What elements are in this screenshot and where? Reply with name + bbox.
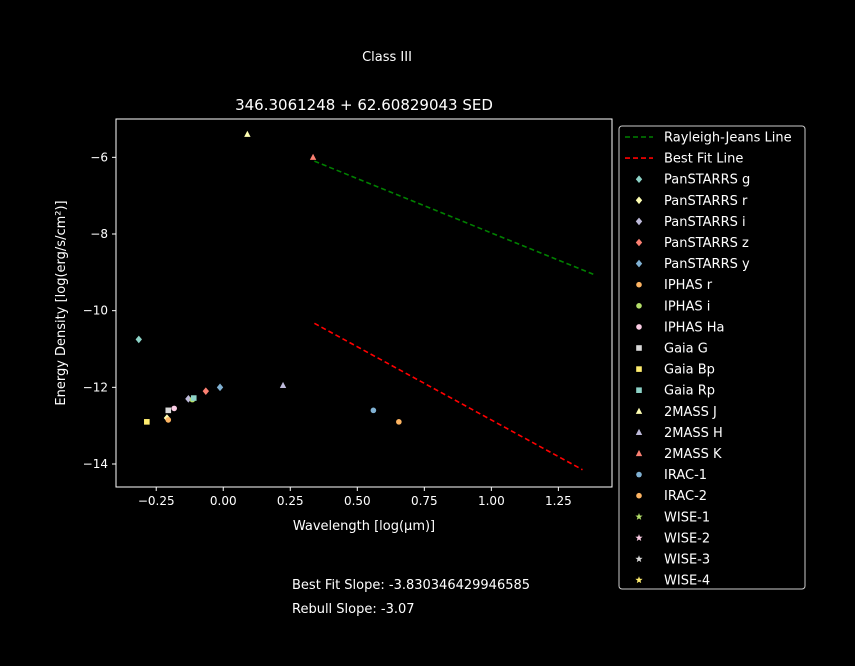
point-irac-1: [370, 407, 377, 414]
point-2mass-h: [279, 381, 287, 389]
legend-label-panstarrs-r: PanSTARRS r: [664, 194, 748, 209]
legend-label-iphas-r: IPHAS r: [664, 278, 713, 293]
point-irac-2: [396, 419, 402, 425]
point-iphas-ha: [171, 405, 177, 412]
legend-label-wise-3: WISE-3: [664, 553, 710, 568]
legend-label-wise-4: WISE-4: [664, 574, 710, 589]
legend-label-panstarrs-z: PanSTARRS z: [664, 236, 749, 251]
legend-marker-irac-1: [636, 471, 642, 478]
x-tick-label: 0.25: [277, 494, 304, 508]
point-2mass-k: [309, 153, 317, 160]
legend-label-2mass-k: 2MASS K: [664, 447, 722, 462]
legend-label-gaia-g: Gaia G: [664, 342, 708, 357]
legend-entries: Rayleigh-Jeans Line Best Fit Line PanSTARR…: [625, 131, 792, 589]
rayleigh-jeans-line: [314, 160, 594, 275]
legend-marker-iphas-ha: [636, 324, 642, 330]
y-axis: −14 −12 −10 −8 −6: [83, 150, 116, 471]
y-tick-label: −8: [90, 227, 108, 241]
legend-marker-2mass-h: [635, 428, 643, 435]
legend-marker-wise-3: [635, 555, 643, 563]
legend-marker-panstarrs-r: [635, 196, 643, 205]
legend-marker-2mass-j: [635, 407, 643, 414]
point-2mass-j: [244, 130, 251, 137]
legend-marker-iphas-r: [636, 281, 642, 288]
legend-label-gaia-bp: Gaia Bp: [664, 363, 715, 378]
y-tick-label: −10: [83, 304, 108, 318]
legend-marker-wise-4: [635, 576, 643, 584]
legend-box: [618, 125, 806, 590]
x-tick-label: 0.00: [210, 494, 237, 508]
legend-label-2mass-j: 2MASS J: [664, 405, 717, 420]
fit-lines: [314, 160, 594, 471]
rebull-slope-text: Rebull Slope: -3.07: [292, 602, 415, 617]
legend-marker-wise-2: [635, 534, 643, 541]
legend-marker-wise-1: [635, 513, 643, 520]
point-gaia-rp: [190, 395, 197, 401]
y-tick-label: −14: [83, 457, 108, 471]
legend-label-iphas-ha: IPHAS Ha: [664, 320, 724, 335]
legend-label-rayleigh-jeans-line: Rayleigh-Jeans Line: [664, 131, 792, 146]
legend-marker-panstarrs-y: [635, 259, 643, 268]
legend-marker-2mass-k: [635, 449, 643, 457]
legend-label-panstarrs-y: PanSTARRS y: [664, 257, 750, 272]
plot-area: [115, 118, 613, 488]
point-panstarrs-i: [185, 395, 192, 403]
legend-marker-panstarrs-g: [635, 175, 643, 183]
x-axis-label: Wavelength [log(μm)]: [293, 519, 435, 534]
legend-label-gaia-rp: Gaia Rp: [664, 384, 715, 399]
legend-label-panstarrs-g: PanSTARRS g: [664, 173, 750, 188]
legend-marker-gaia-bp: [636, 366, 642, 372]
legend-marker-iphas-i: [636, 303, 642, 309]
x-tick-label: −0.25: [138, 494, 175, 508]
point-panstarrs-z: [202, 387, 210, 395]
x-tick-label: 1.25: [545, 494, 572, 508]
point-panstarrs-g: [135, 335, 142, 344]
legend-label-panstarrs-i: PanSTARRS i: [664, 215, 746, 230]
point-panstarrs-y: [216, 383, 224, 392]
y-tick-label: −6: [90, 150, 108, 164]
point-iphas-r: [165, 417, 172, 423]
legend-label-iphas-i: IPHAS i: [664, 299, 710, 314]
y-axis-label: Energy Density [log(erg/s/cm²)]: [54, 200, 69, 405]
x-tick-label: 0.75: [411, 494, 438, 508]
legend-label-best-fit-line: Best Fit Line: [664, 152, 743, 167]
chart-title: 346.3061248 + 62.60829043 SED: [235, 96, 493, 114]
legend-marker-panstarrs-i: [635, 217, 643, 226]
x-axis: −0.25 0.00 0.25 0.50 0.75 1.00 1.25: [138, 487, 572, 508]
legend-marker-panstarrs-z: [635, 238, 643, 247]
legend-marker-gaia-rp: [636, 387, 642, 393]
best-fit-slope-text: Best Fit Slope: -3.830346429946585: [292, 578, 530, 593]
best-fit-line: [314, 322, 583, 471]
point-gaia-g: [165, 407, 172, 414]
legend-marker-irac-2: [636, 492, 642, 499]
figure-suptitle: Class III: [362, 50, 412, 65]
point-gaia-bp: [144, 419, 150, 425]
legend: Rayleigh-Jeans Line Best Fit Line PanSTARR…: [618, 125, 806, 590]
legend-marker-gaia-g: [636, 345, 642, 351]
legend-label-irac-1: IRAC-1: [664, 468, 707, 483]
x-tick-label: 0.50: [344, 494, 371, 508]
legend-label-irac-2: IRAC-2: [664, 489, 707, 504]
x-tick-label: 1.00: [478, 494, 505, 508]
legend-label-2mass-h: 2MASS H: [664, 426, 723, 441]
y-tick-label: −12: [83, 380, 108, 394]
legend-label-wise-1: WISE-1: [664, 510, 710, 525]
legend-label-wise-2: WISE-2: [664, 531, 710, 546]
data-points: [135, 130, 402, 425]
